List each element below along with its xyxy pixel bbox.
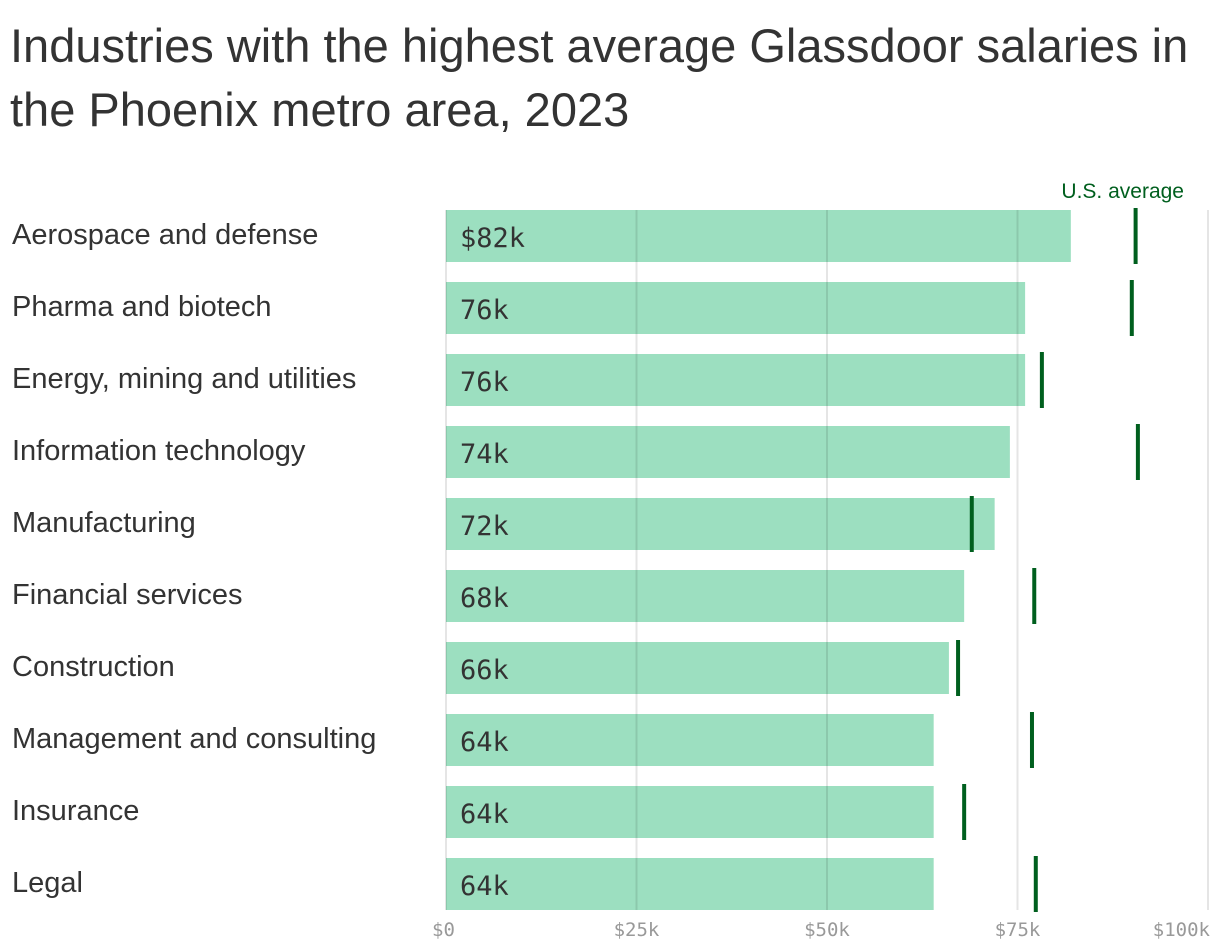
bar xyxy=(446,354,1026,406)
category-label: Manufacturing xyxy=(12,507,196,539)
bar xyxy=(446,210,1071,262)
category-label: Aerospace and defense xyxy=(12,219,318,251)
chart-title: Industries with the highest average Glas… xyxy=(10,19,1189,136)
bar xyxy=(446,714,934,766)
category-label: Financial services xyxy=(12,579,242,611)
x-tick-label: $50k xyxy=(804,919,850,941)
data-label: 64k xyxy=(460,727,509,758)
category-label: Management and consulting xyxy=(12,723,376,755)
x-tick-label: $0 xyxy=(432,919,455,941)
category-label: Energy, mining and utilities xyxy=(12,363,356,395)
data-label: 64k xyxy=(460,871,509,902)
bar xyxy=(446,642,949,694)
bar xyxy=(446,426,1010,478)
data-label: 66k xyxy=(460,655,509,686)
data-label: 76k xyxy=(460,367,509,398)
x-tick-label: $75k xyxy=(995,919,1041,941)
category-label: Insurance xyxy=(12,795,139,827)
bar xyxy=(446,570,965,622)
data-label: 68k xyxy=(460,583,509,614)
x-tick-label: $100k xyxy=(1153,919,1211,941)
bar xyxy=(446,786,934,838)
bar xyxy=(446,858,934,910)
data-label: 74k xyxy=(460,439,509,470)
bar xyxy=(446,498,995,550)
data-label: 72k xyxy=(460,511,509,542)
data-label: $82k xyxy=(460,223,525,254)
category-label: Pharma and biotech xyxy=(12,291,272,323)
bar xyxy=(446,282,1026,334)
category-label: Construction xyxy=(12,651,175,683)
category-label: Legal xyxy=(12,867,83,899)
x-tick-label: $25k xyxy=(614,919,660,941)
data-label: 64k xyxy=(460,799,509,830)
category-label: Information technology xyxy=(12,435,306,467)
data-label: 76k xyxy=(460,295,509,326)
us-average-label: U.S. average xyxy=(1061,180,1184,203)
